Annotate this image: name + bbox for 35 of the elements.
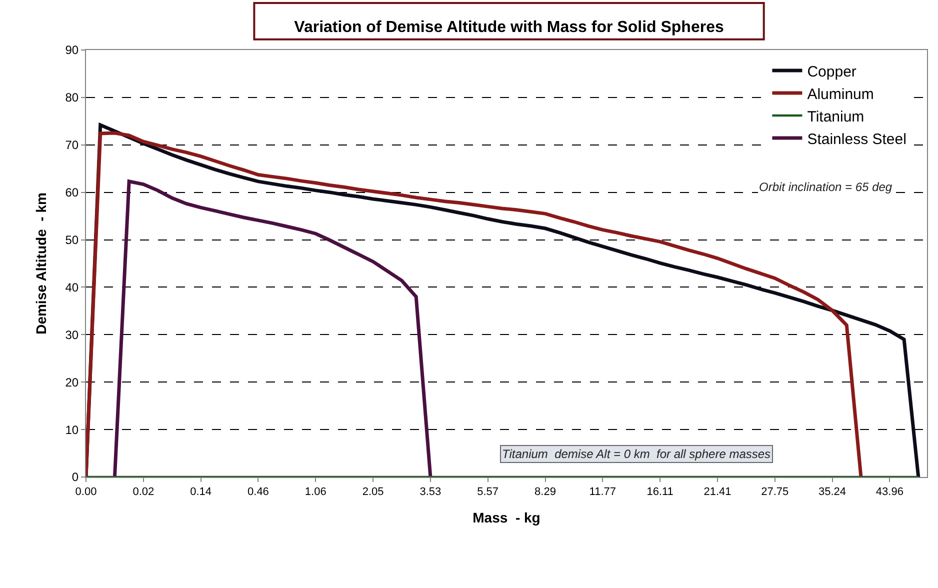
x-tick-label: 27.75 bbox=[761, 486, 789, 498]
line-series bbox=[112, 180, 432, 477]
x-tick-label: 43.96 bbox=[876, 486, 904, 498]
x-axis-title: Mass - kg bbox=[472, 510, 540, 526]
x-tick-label: 0.14 bbox=[190, 486, 212, 498]
x-tick-label: 1.06 bbox=[304, 486, 326, 498]
x-tick-label: 0.46 bbox=[248, 486, 269, 498]
x-tick-label: 35.24 bbox=[818, 486, 846, 498]
y-tick-label: 20 bbox=[65, 375, 79, 390]
y-tick-label: 30 bbox=[65, 328, 79, 342]
y-tick-label: 50 bbox=[65, 232, 79, 247]
x-tick-label: 8.29 bbox=[534, 486, 556, 498]
y-tick-label: 90 bbox=[65, 43, 79, 58]
annotation: Orbit inclination = 65 deg bbox=[759, 180, 892, 194]
x-tick-label: 3.53 bbox=[420, 486, 442, 498]
y-tick-label: 70 bbox=[65, 138, 79, 152]
legend-label: Stainless Steel bbox=[807, 130, 906, 148]
y-tick-label: 10 bbox=[65, 422, 79, 437]
x-tick-label: 0.00 bbox=[75, 486, 97, 498]
x-tick-label: 11.77 bbox=[589, 486, 616, 498]
legend-label: Aluminum bbox=[807, 86, 874, 103]
x-tick-label: 16.11 bbox=[646, 486, 674, 498]
y-tick-label: 40 bbox=[65, 280, 79, 294]
x-tick-label: 5.57 bbox=[477, 486, 499, 498]
chart-title: Variation of Demise Altitude with Mass for Solid Spheres bbox=[294, 19, 724, 36]
legend-label: Copper bbox=[807, 63, 856, 80]
x-tick-label: 21.41 bbox=[704, 486, 732, 498]
legend-label: Titanium bbox=[807, 108, 864, 126]
y-tick-label: 0 bbox=[72, 470, 79, 484]
x-tick-label: 0.02 bbox=[132, 486, 154, 498]
annotation: Titanium demise Alt = 0 km for all sphere masses bbox=[502, 447, 771, 461]
x-tick-label: 2.05 bbox=[362, 486, 384, 498]
y-tick-label: 80 bbox=[65, 90, 79, 105]
y-axis-title: Demise Altitude - km bbox=[32, 192, 49, 334]
y-tick-label: 60 bbox=[65, 186, 79, 200]
